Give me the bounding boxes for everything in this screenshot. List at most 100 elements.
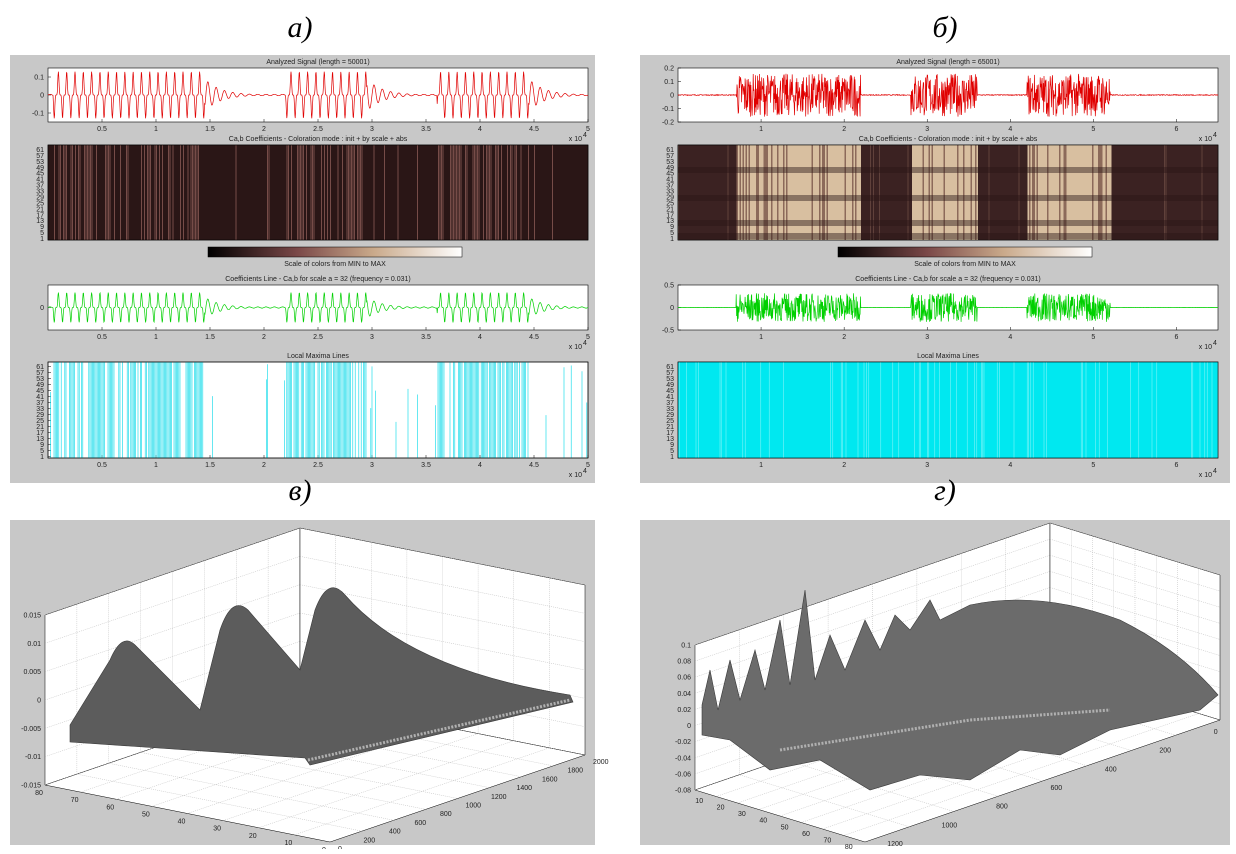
coef-stripe: [96, 145, 97, 240]
coef-stripe: [483, 145, 484, 240]
x-tick-label: 1: [759, 334, 763, 341]
coef-stripe: [362, 145, 363, 240]
plot-title: Local Maxima Lines: [917, 353, 979, 360]
right-axis-tick-label: 0: [1214, 729, 1218, 736]
coef-stripe: [443, 145, 444, 240]
coef-band: [678, 167, 1218, 173]
coef-stripe: [507, 145, 508, 240]
coef-stripe: [155, 145, 156, 240]
coef-stripe: [458, 145, 459, 240]
coef-stripe: [459, 145, 460, 240]
z-tick-label: -0.005: [21, 726, 41, 733]
coef-stripe: [438, 145, 439, 240]
coef-stripe: [347, 145, 348, 240]
x-tick-label: 6: [1175, 462, 1179, 469]
plot-title: Coefficients Line - Ca,b for scale a = 3…: [225, 276, 410, 283]
coef-stripe: [300, 145, 301, 240]
coef-stripe: [353, 145, 354, 240]
left-axis-tick-label: 30: [213, 826, 221, 833]
coef-stripe: [351, 145, 352, 240]
right-axis-tick-label: 1000: [466, 803, 482, 810]
y-tick-label: 0.2: [664, 66, 674, 73]
y-tick-label: -0.1: [32, 111, 44, 118]
coef-stripe: [144, 145, 145, 240]
x-tick-label: 3: [925, 334, 929, 341]
x-tick-label: 2: [262, 334, 266, 341]
right-axis-tick-label: 1000: [942, 822, 958, 829]
y-tick-label: 0: [670, 93, 674, 100]
coef-stripe: [59, 145, 60, 240]
x-tick-label: 3: [370, 334, 374, 341]
x-scale: x 10: [569, 136, 582, 143]
x-tick-label: 2: [842, 462, 846, 469]
coef-stripe: [452, 145, 453, 240]
left-axis-tick-label: 30: [738, 811, 746, 818]
plot-title: Ca,b Coefficients - Coloration mode : in…: [229, 136, 408, 143]
coef-stripe: [297, 145, 298, 240]
plot-title: Analyzed Signal (length = 50001): [266, 59, 369, 66]
coef-stripe: [354, 145, 355, 240]
coef-stripe: [267, 145, 268, 240]
coef-stripe: [66, 145, 67, 240]
x-tick-label: 1.5: [205, 334, 215, 341]
right-axis-tick-label: 200: [364, 837, 376, 844]
x-tick-label: 5: [1091, 462, 1095, 469]
coef-band: [678, 220, 1218, 226]
panel: Analyzed Signal (length = 50001)0.10-0.1…: [10, 55, 595, 483]
left-axis-tick-label: 20: [717, 805, 725, 812]
y-tick-label: 1: [40, 236, 44, 243]
right-axis-tick-label: 600: [1051, 785, 1063, 792]
coef-stripe: [192, 145, 193, 240]
x-tick-label: 1: [154, 126, 158, 133]
y-tick-label: 1: [40, 454, 44, 461]
right-axis-tick-label: 1600: [542, 776, 558, 783]
coef-stripe: [236, 145, 237, 240]
right-axis-tick-label: 2000: [593, 759, 609, 766]
coef-stripe: [162, 145, 163, 240]
z-tick-label: 0.06: [677, 675, 691, 682]
x-tick-label: 6: [1175, 126, 1179, 133]
right-axis-tick-label: 800: [996, 804, 1008, 811]
coef-stripe: [357, 145, 358, 240]
x-tick-label: 3.5: [421, 462, 431, 469]
coef-stripe: [54, 145, 55, 240]
panel: 0.0150.010.0050-0.005-0.01-0.01580706050…: [10, 520, 609, 849]
x-tick-label: 2.5: [313, 334, 323, 341]
left-axis-tick-label: 40: [759, 818, 767, 825]
x-tick-label: 4: [478, 334, 482, 341]
coef-stripe: [465, 145, 466, 240]
x-scale-exponent: 4: [1213, 468, 1217, 475]
left-axis-tick-label: 60: [802, 831, 810, 838]
coef-stripe: [324, 145, 325, 240]
coef-stripe: [168, 145, 169, 240]
right-axis-tick-label: 1200: [887, 841, 903, 848]
panel: 0.10.080.060.040.020-0.02-0.04-0.06-0.08…: [640, 520, 1230, 849]
colorbar: [838, 247, 1092, 257]
z-tick-label: 0.04: [677, 691, 691, 698]
coef-stripe: [65, 145, 66, 240]
x-scale: x 10: [1199, 472, 1212, 479]
x-tick-label: 1: [759, 462, 763, 469]
right-axis-tick-label: 400: [1105, 766, 1117, 773]
z-tick-label: 0.02: [677, 707, 691, 714]
coef-stripe: [156, 145, 157, 240]
coef-stripe: [159, 145, 160, 240]
x-tick-label: 3.5: [421, 126, 431, 133]
x-tick-label: 4.5: [529, 334, 539, 341]
coef-stripe: [495, 145, 496, 240]
coef-stripe: [474, 145, 475, 240]
coef-stripe: [348, 145, 349, 240]
y-tick-label: 0.1: [34, 75, 44, 82]
right-axis-tick-label: 1200: [491, 794, 507, 801]
coef-stripe: [456, 145, 457, 240]
z-tick-label: -0.04: [675, 755, 691, 762]
y-tick-label: -0.2: [662, 120, 674, 127]
y-tick-label: -0.1: [662, 106, 674, 113]
x-scale-exponent: 4: [583, 468, 587, 475]
coef-stripe: [467, 145, 468, 240]
z-tick-label: 0: [687, 723, 691, 730]
coef-stripe: [191, 145, 192, 240]
coef-stripe: [521, 145, 522, 240]
coef-stripe: [359, 145, 360, 240]
colorbar-label: Scale of colors from MIN to MAX: [284, 261, 386, 268]
